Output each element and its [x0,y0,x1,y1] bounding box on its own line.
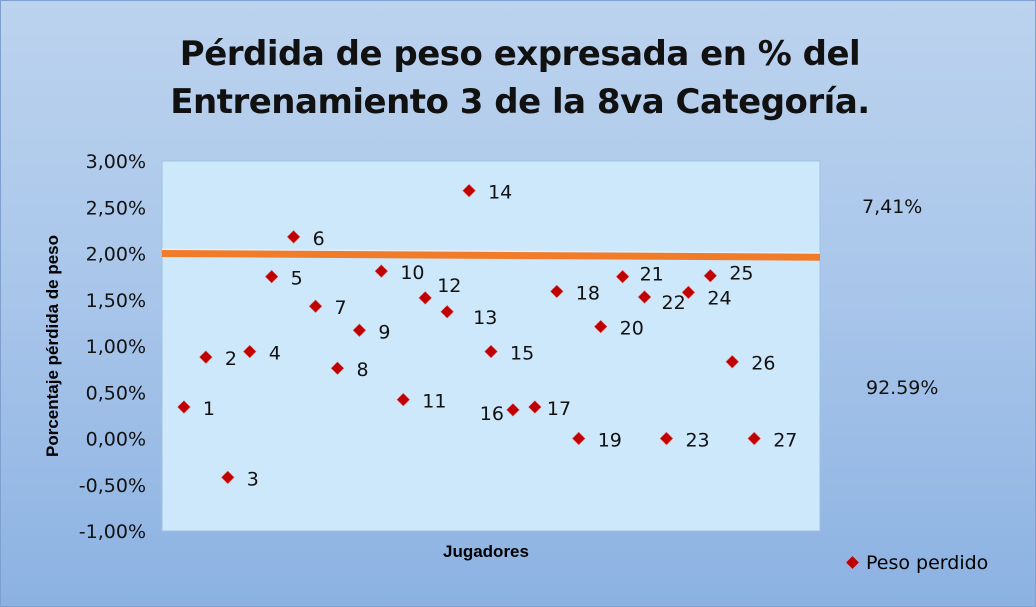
data-point [593,319,608,334]
data-point [264,269,279,284]
data-point [440,305,454,319]
data-point [199,350,213,364]
y-tick-label: 1,00% [86,336,146,358]
data-point [550,284,564,299]
data-label: 26 [751,353,775,375]
data-label: 24 [707,287,731,309]
data-label: 16 [480,403,504,425]
x-axis-label: Jugadores [443,542,529,561]
data-label: 11 [422,391,446,413]
data-point [615,269,630,284]
y-tick-label: 3,00% [86,151,146,173]
data-label: 18 [576,282,600,304]
data-point [286,230,301,244]
data-label: 4 [269,343,281,365]
annotation-1: 7,41% [862,196,923,218]
data-point [462,183,476,198]
data-label: 19 [598,430,622,452]
y-tick-label: 0,00% [86,429,146,451]
data-point [396,392,410,407]
data-point [374,264,389,278]
data-label: 2 [225,348,237,370]
data-point [418,291,432,305]
data-label: 13 [473,307,497,329]
data-label: 22 [662,292,686,314]
data-point [330,361,345,375]
data-label: 6 [313,228,325,250]
data-label: 8 [356,359,368,381]
data-point [637,290,652,304]
data-point [221,470,235,485]
data-point [725,355,739,369]
data-label: 7 [335,297,347,319]
data-point [747,431,761,446]
data-label: 14 [488,182,512,204]
data-point [352,323,367,337]
data-point [484,344,498,359]
data-label: 1 [203,398,215,420]
data-point [177,400,191,414]
y-tick-label: -0,50% [79,475,146,497]
data-label: 21 [640,264,664,286]
data-point [703,268,718,283]
y-axis-label: Porcentaje pérdida de peso [43,235,62,457]
title-line-2: Entrenamiento 3 de la 8va Categoría. [170,82,870,122]
data-point [308,299,323,313]
chart-title: Pérdida de peso expresada en % del Entre… [150,30,890,126]
data-label: 27 [773,430,797,452]
data-label: 3 [247,468,259,490]
data-label: 23 [685,430,709,452]
trendline [161,250,821,261]
annotation-2: 92.59% [866,377,939,399]
data-label: 25 [729,263,753,285]
y-tick-label: 2,50% [86,197,146,219]
title-line-1: Pérdida de peso expresada en % del [179,34,861,74]
legend-marker [846,556,859,569]
y-tick-label: -1,00% [79,521,146,543]
y-tick-label: 0,50% [86,382,146,404]
data-label: 9 [378,321,390,343]
legend: Peso perdido [846,552,988,574]
data-label: 12 [437,275,461,297]
data-point [243,344,257,359]
data-point [572,431,586,446]
data-label: 10 [400,262,424,284]
y-tick-label: 2,00% [86,244,146,266]
data-label: 5 [291,268,303,290]
data-point [681,285,696,300]
data-label: 20 [620,318,644,340]
data-label: 15 [510,343,534,365]
data-label: 17 [547,398,571,420]
data-point [506,403,520,417]
data-point [659,431,674,446]
data-point [528,400,542,414]
legend-label: Peso perdido [866,552,988,574]
y-tick-label: 1,50% [86,290,146,312]
